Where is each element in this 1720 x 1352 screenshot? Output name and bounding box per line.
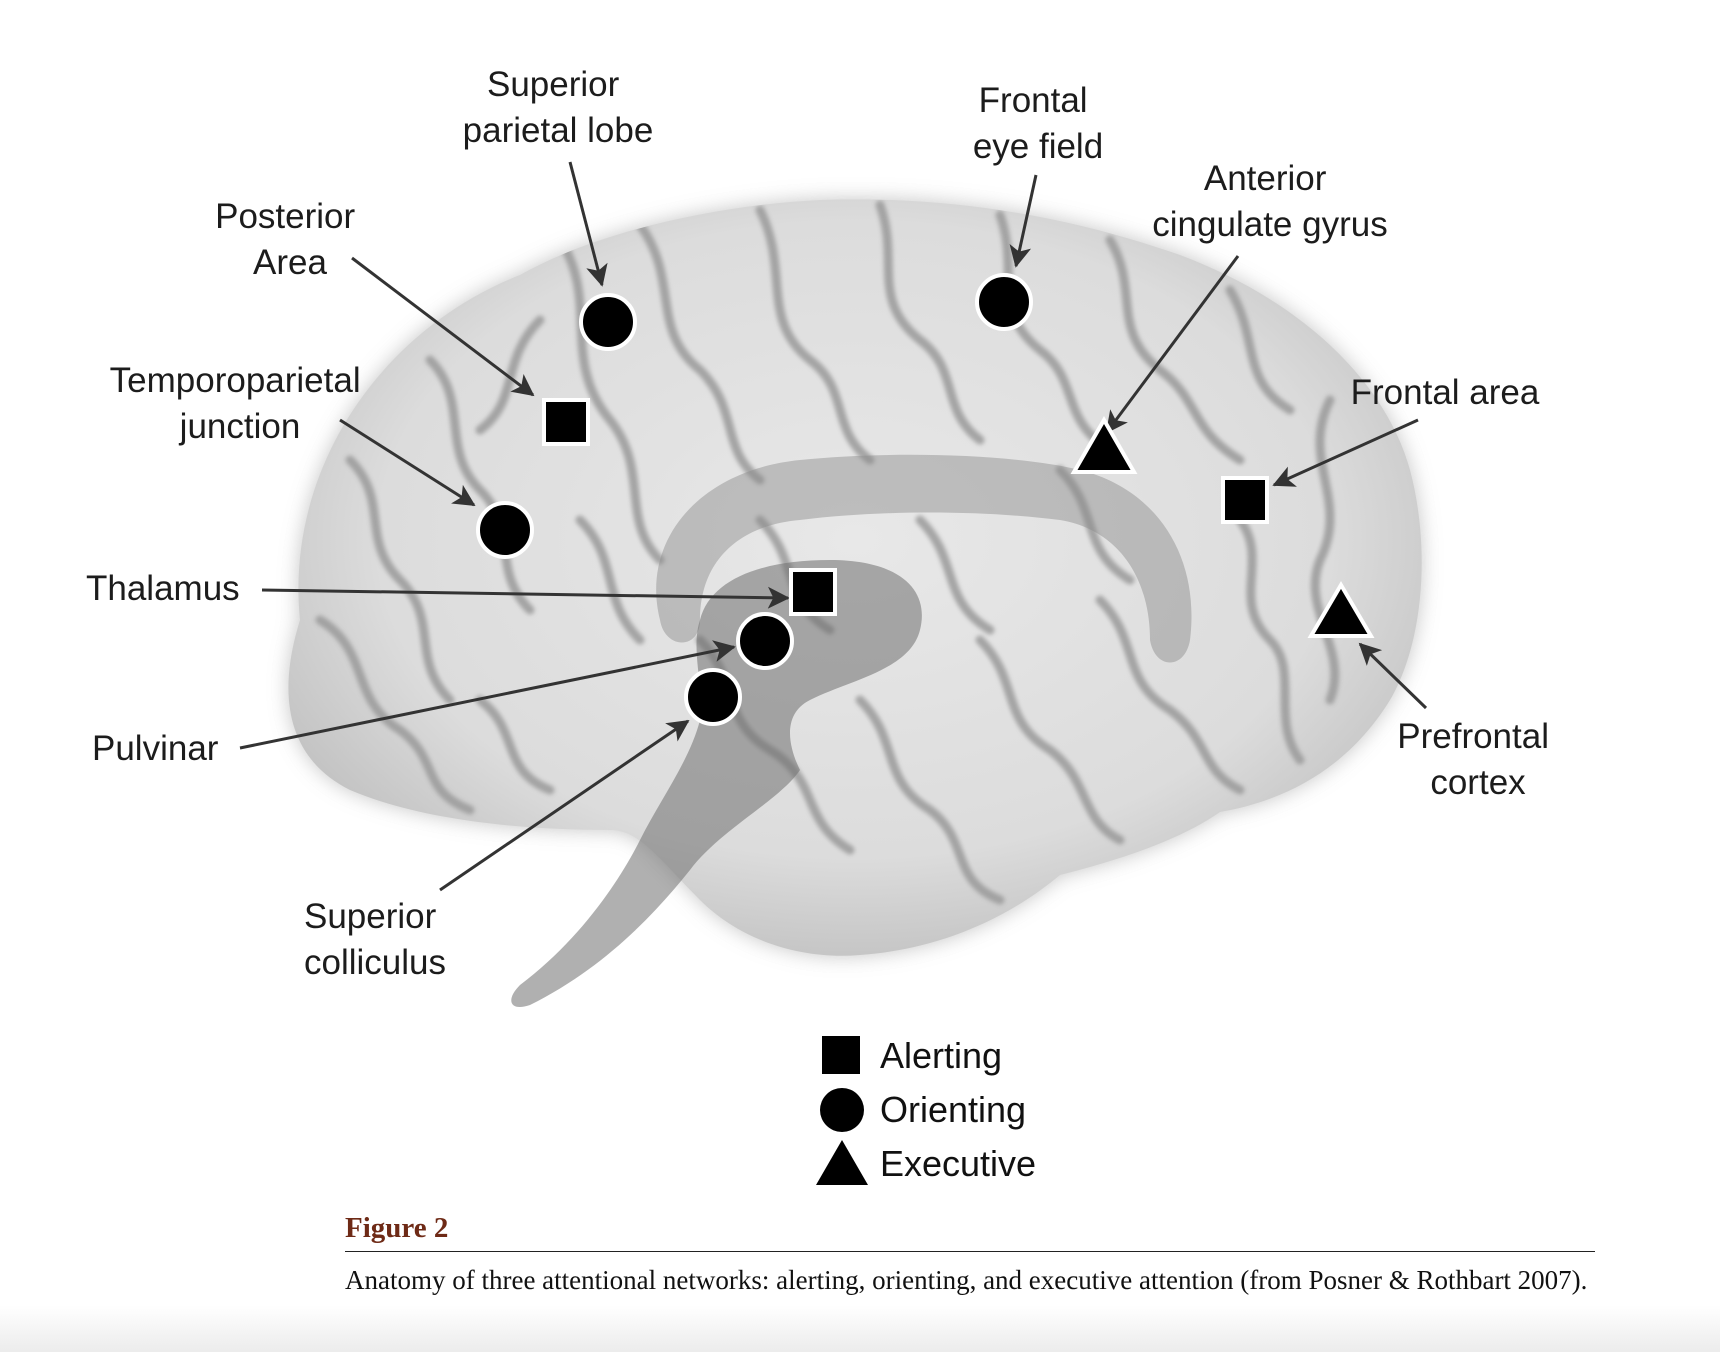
legend-executive-triangle-icon [816, 1140, 868, 1185]
alerting-marker-thalamus [789, 568, 837, 616]
arrow-prefrontal-cortex [1358, 642, 1428, 710]
arrow-temporoparietal-junction [339, 418, 476, 507]
arrow-posterior-area [351, 256, 535, 397]
label-superior-parietal-lobe: Superior parietal lobe [463, 65, 654, 150]
figure-caption-text: Anatomy of three attentional networks: a… [345, 1265, 1588, 1295]
label-temporoparietal-junction: Temporoparietal junction [110, 361, 371, 446]
orienting-marker-frontal-eye-field [975, 273, 1033, 331]
orienting-marker-superior-colliculus [684, 668, 742, 726]
label-frontal-area: Frontal area [1351, 373, 1540, 412]
legend-orienting-label: Orienting [880, 1089, 1026, 1130]
legend-alerting-label: Alerting [880, 1035, 1002, 1076]
legend: Alerting Orienting Executive [816, 1035, 1036, 1185]
alerting-marker-posterior-area [542, 398, 590, 446]
legend-executive-label: Executive [880, 1143, 1036, 1184]
orienting-marker-temporoparietal-junction [476, 501, 534, 559]
label-posterior-area: Posterior Area [215, 197, 365, 282]
executive-marker-anterior-cingulate-gyrus [1070, 415, 1138, 474]
brainstem-shading [511, 560, 922, 1008]
orienting-marker-pulvinar [736, 612, 794, 670]
arrow-anterior-cingulate-gyrus [1105, 255, 1240, 434]
arrow-pulvinar [239, 640, 736, 750]
label-prefrontal-cortex: Prefrontal cortex [1397, 717, 1558, 802]
orienting-marker-superior-parietal-lobe [579, 293, 637, 351]
alerting-marker-frontal-area [1221, 476, 1269, 524]
region-markers [476, 273, 1375, 726]
figure-caption-title: Figure 2 [345, 1212, 449, 1244]
label-frontal-eye-field: Frontal eye field [973, 81, 1103, 166]
label-superior-colliculus: Superior colliculus [304, 897, 446, 982]
caption-divider [345, 1251, 1595, 1252]
region-labels: Superior parietal lobe Frontal eye field… [86, 65, 1558, 982]
page-bottom-fade [0, 1305, 1720, 1352]
corpus-callosum-shading [656, 454, 1192, 663]
legend-orienting-circle-icon [820, 1088, 864, 1132]
arrow-frontal-eye-field [1009, 174, 1038, 268]
label-pulvinar: Pulvinar [92, 729, 219, 768]
leader-arrows [239, 161, 1428, 892]
arrow-frontal-area [1272, 418, 1419, 487]
arrow-superior-parietal-lobe [568, 161, 608, 287]
label-thalamus: Thalamus [86, 569, 240, 608]
legend-alerting-square-icon [822, 1036, 860, 1074]
label-anterior-cingulate-gyrus: Anterior cingulate gyrus [1152, 159, 1387, 244]
arrow-superior-colliculus [439, 719, 690, 892]
arrow-thalamus [261, 586, 790, 609]
brain-illustration [288, 199, 1422, 1008]
executive-marker-prefrontal-cortex [1307, 581, 1375, 638]
